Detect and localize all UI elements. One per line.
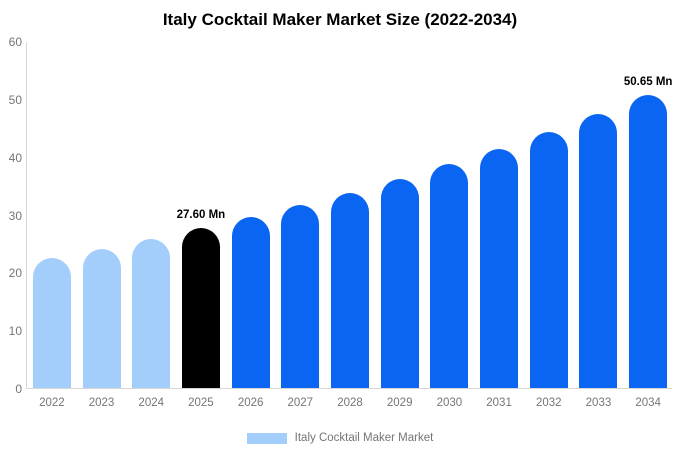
- x-axis-label-2024: 2024: [138, 397, 165, 409]
- x-axis-label-2032: 2032: [535, 397, 562, 409]
- bar-2032: [529, 131, 568, 388]
- y-axis-tick-label-30: 30: [8, 208, 22, 223]
- bar-2026: [231, 217, 270, 388]
- y-axis-tick-label-60: 60: [8, 35, 22, 49]
- x-axis-label-2033: 2033: [585, 397, 612, 409]
- x-axis-label-2025: 2025: [188, 397, 214, 409]
- plot-area: 2022 2023 2024 2025 2026 2027 2028 2029 2030 2031…: [26, 42, 672, 409]
- bar-2023: [82, 248, 121, 388]
- y-axis-tick-label-40: 40: [8, 150, 22, 165]
- value-label-2034: 50.65 Mn: [623, 76, 673, 89]
- bar-2030: [430, 164, 469, 388]
- x-axis-label-2028: 2028: [337, 397, 363, 409]
- bar-2029: [380, 179, 419, 388]
- value-label-2025: 27.60 Mn: [176, 209, 226, 222]
- x-axis-label-2030: 2030: [436, 397, 463, 409]
- x-axis-label-2034: 2034: [635, 397, 661, 409]
- bar-2024: [132, 238, 171, 388]
- x-axis-label-2026: 2026: [237, 397, 264, 409]
- x-axis-label-2023: 2023: [88, 397, 115, 409]
- x-axis-label-2027: 2027: [287, 397, 314, 409]
- y-axis-tick-label-50: 50: [8, 92, 22, 107]
- bar-2027: [281, 205, 320, 388]
- legend-label: Italy Cocktail Maker Market: [294, 432, 434, 444]
- bar-2025: [181, 228, 220, 388]
- x-axis-label-2031: 2031: [486, 397, 512, 409]
- legend-swatch-icon: [246, 432, 287, 444]
- y-axis-tick-label-0: 0: [15, 382, 22, 396]
- x-axis-label-2029: 2029: [386, 397, 413, 409]
- y-axis-tick-label-20: 20: [8, 266, 22, 281]
- bar-2028: [331, 192, 369, 388]
- bar-2031: [480, 148, 519, 388]
- chart-title: Italy Cocktail Maker Market Size (2022-2…: [162, 10, 518, 29]
- bar-2033: [579, 113, 618, 388]
- legend[interactable]: Italy Cocktail Maker Market: [0, 432, 680, 444]
- bar-2034: [629, 95, 668, 388]
- bar-2022: [32, 257, 71, 388]
- x-axis-label-2022: 2022: [39, 397, 65, 409]
- y-axis-tick-label-10: 10: [8, 324, 22, 339]
